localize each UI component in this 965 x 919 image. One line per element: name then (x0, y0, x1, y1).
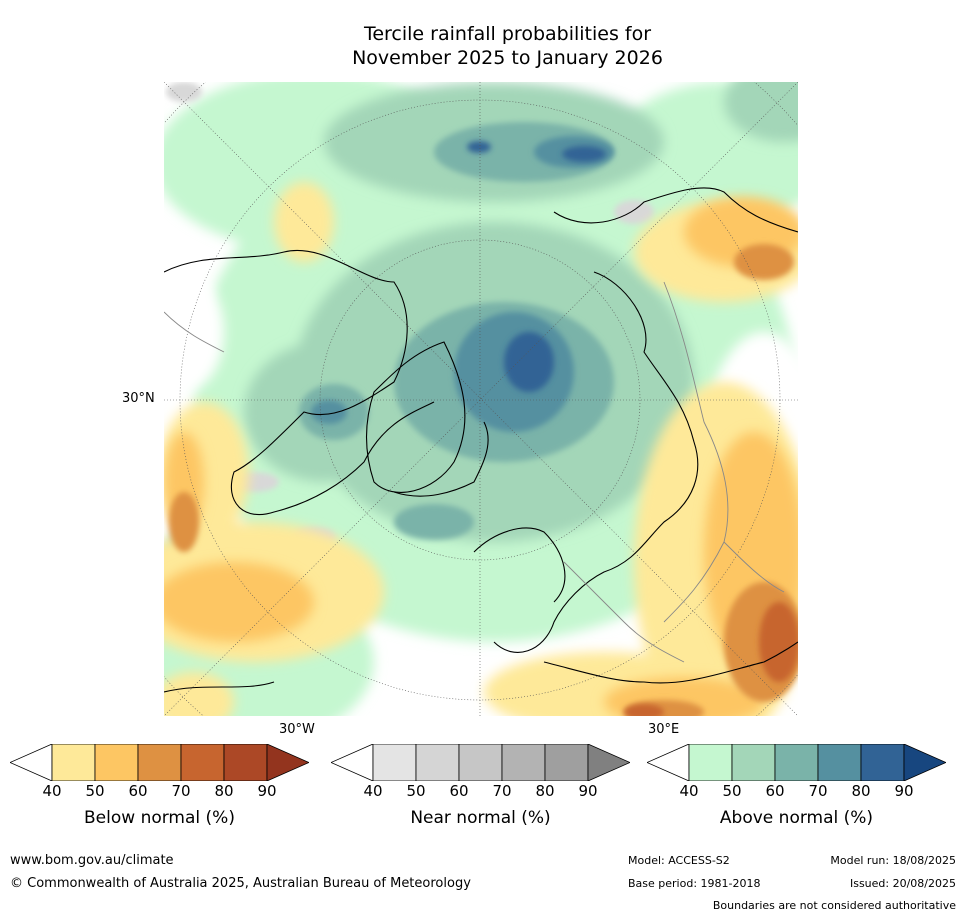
map-title: Tercile rainfall probabilities for Novem… (0, 22, 965, 70)
colorbar-tick-label: 90 (257, 782, 277, 800)
colorbar-tick-label: 60 (128, 782, 148, 800)
longitude-label-30w: 30°W (279, 722, 315, 737)
below-normal-80-field (624, 602, 798, 716)
coastlines (164, 187, 798, 693)
colorbar-tick-label: 40 (679, 782, 699, 800)
colorbar-near-high-extend (587, 743, 631, 782)
colorbar-below-normal (9, 743, 310, 785)
colorbar-tick-label: 60 (765, 782, 785, 800)
colorbar-above-box (817, 743, 862, 782)
colorbar-below-graphic (9, 743, 310, 782)
colorbar-above-box (774, 743, 819, 782)
colorbar-tick-label: 40 (363, 782, 383, 800)
colorbar-near-low-extend (330, 743, 374, 782)
colorbar-tick-label: 50 (722, 782, 742, 800)
map-graphic (164, 82, 798, 716)
colorbar-tick-label: 90 (578, 782, 598, 800)
footer-model-run: Model run: 18/08/2025 (830, 854, 956, 867)
footer-url: www.bom.gov.au/climate (10, 853, 174, 868)
colorbar-tick-label: 80 (214, 782, 234, 800)
colorbar-tick-label: 60 (449, 782, 469, 800)
colorbar-near-box (501, 743, 546, 782)
title-line-1: Tercile rainfall probabilities for (363, 23, 652, 45)
colorbar-tick-label: 40 (42, 782, 62, 800)
colorbar-near-box (372, 743, 417, 782)
colorbar-above-box (860, 743, 905, 782)
colorbar-below-high-extend (266, 743, 310, 782)
colorbar-below-box (180, 743, 225, 782)
title-line-2: November 2025 to January 2026 (352, 47, 663, 69)
colorbar-above-graphic (646, 743, 947, 782)
colorbar-near-label: Near normal (%) (410, 808, 551, 828)
colorbar-tick-label: 50 (406, 782, 426, 800)
colorbar-tick-label: 70 (171, 782, 191, 800)
footer-disclaimer: Boundaries are not considered authoritat… (712, 899, 956, 912)
footer-copyright: © Commonwealth of Australia 2025, Austra… (10, 876, 471, 891)
footer-issued: Issued: 20/08/2025 (849, 877, 956, 890)
latitude-label-30n: 30°N (122, 391, 155, 406)
longitude-label-30e: 30°E (648, 722, 680, 737)
colorbar-below-label: Below normal (%) (84, 808, 235, 828)
colorbar-near-box (415, 743, 460, 782)
colorbar-above-box (688, 743, 733, 782)
graticule (164, 82, 798, 716)
footer-model: Model: ACCESS-S2 (628, 854, 730, 867)
colorbar-tick-label: 80 (851, 782, 871, 800)
colorbar-above-high-extend (903, 743, 947, 782)
polar-rainfall-map (164, 82, 798, 716)
colorbar-above-box (731, 743, 776, 782)
country-borders (164, 281, 785, 663)
colorbar-near-box (544, 743, 589, 782)
colorbar-below-low-extend (9, 743, 53, 782)
colorbar-above-low-extend (646, 743, 690, 782)
colorbar-above-label: Above normal (%) (719, 808, 874, 828)
colorbar-below-box (94, 743, 139, 782)
colorbar-below-box (223, 743, 268, 782)
colorbar-tick-label: 90 (894, 782, 914, 800)
colorbar-near-box (458, 743, 503, 782)
colorbar-below-box (51, 743, 96, 782)
colorbar-tick-label: 80 (535, 782, 555, 800)
colorbar-tick-label: 50 (85, 782, 105, 800)
colorbar-tick-label: 70 (492, 782, 512, 800)
colorbar-near-normal (330, 743, 631, 785)
above-normal-90-field (467, 141, 757, 462)
colorbar-above-normal (646, 743, 947, 785)
colorbar-tick-label: 70 (808, 782, 828, 800)
footer-base-period: Base period: 1981-2018 (628, 877, 761, 890)
colorbar-below-box (137, 743, 182, 782)
colorbar-near-graphic (330, 743, 631, 782)
